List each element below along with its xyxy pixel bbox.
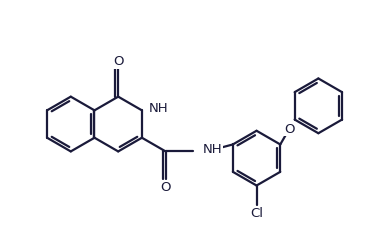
Text: O: O bbox=[113, 55, 123, 68]
Text: NH: NH bbox=[149, 102, 168, 115]
Text: NH: NH bbox=[203, 143, 222, 156]
Text: O: O bbox=[160, 181, 171, 194]
Text: Cl: Cl bbox=[250, 207, 263, 220]
Text: O: O bbox=[284, 122, 294, 136]
